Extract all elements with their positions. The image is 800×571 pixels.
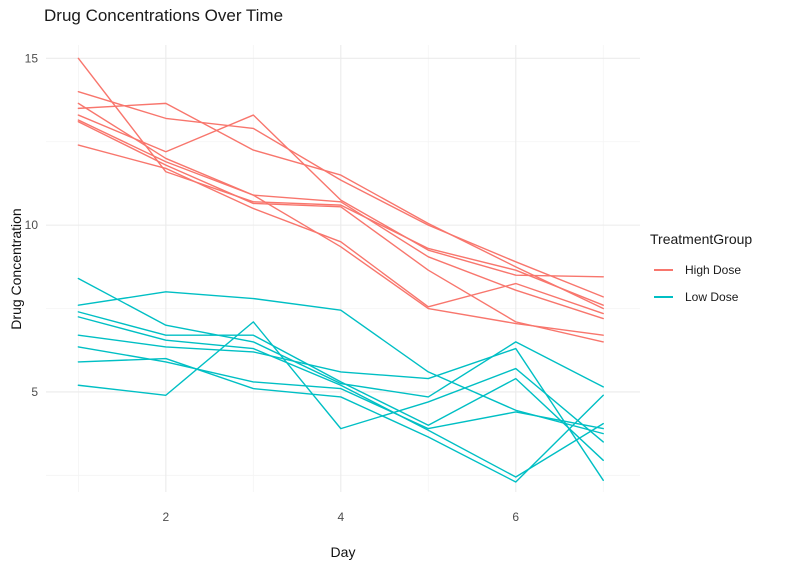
series-line-high-dose bbox=[77, 114, 604, 278]
series-line-low-dose bbox=[77, 291, 604, 435]
legend: TreatmentGroup High Dose Low Dose bbox=[650, 231, 800, 315]
y-tick-label: 15 bbox=[25, 51, 39, 65]
series-line-low-dose bbox=[77, 311, 604, 462]
series-line-low-dose bbox=[77, 334, 604, 482]
legend-item-high-dose: High Dose bbox=[650, 261, 800, 279]
series-line-low-dose bbox=[77, 321, 604, 443]
x-tick-label: 6 bbox=[512, 510, 519, 524]
legend-label: High Dose bbox=[685, 263, 742, 277]
series-line-low-dose bbox=[77, 277, 604, 398]
series-line-high-dose bbox=[77, 102, 604, 336]
low-dose-line-key-icon bbox=[654, 296, 673, 298]
x-tick-label: 4 bbox=[337, 510, 344, 524]
legend-item-low-dose: Low Dose bbox=[650, 288, 800, 306]
x-tick-label: 2 bbox=[163, 510, 170, 524]
y-axis-title: Drug Concentration bbox=[8, 208, 24, 330]
series-line-low-dose bbox=[77, 346, 604, 430]
legend-title: TreatmentGroup bbox=[650, 231, 753, 247]
series-line-low-dose bbox=[77, 357, 604, 483]
series-line-high-dose bbox=[77, 57, 604, 306]
chart-title: Drug Concentrations Over Time bbox=[44, 6, 284, 25]
y-tick-label: 10 bbox=[25, 218, 39, 232]
legend-label: Low Dose bbox=[685, 290, 739, 304]
series-line-high-dose bbox=[77, 91, 604, 298]
x-axis-title: Day bbox=[330, 544, 356, 560]
series-line-high-dose bbox=[77, 121, 604, 343]
y-tick-label: 5 bbox=[31, 385, 38, 399]
series-line-high-dose bbox=[77, 102, 604, 310]
series-line-high-dose bbox=[77, 119, 604, 320]
high-dose-line-key-icon bbox=[654, 269, 673, 271]
series-line-high-dose bbox=[77, 144, 604, 315]
series-line-low-dose bbox=[77, 316, 604, 478]
